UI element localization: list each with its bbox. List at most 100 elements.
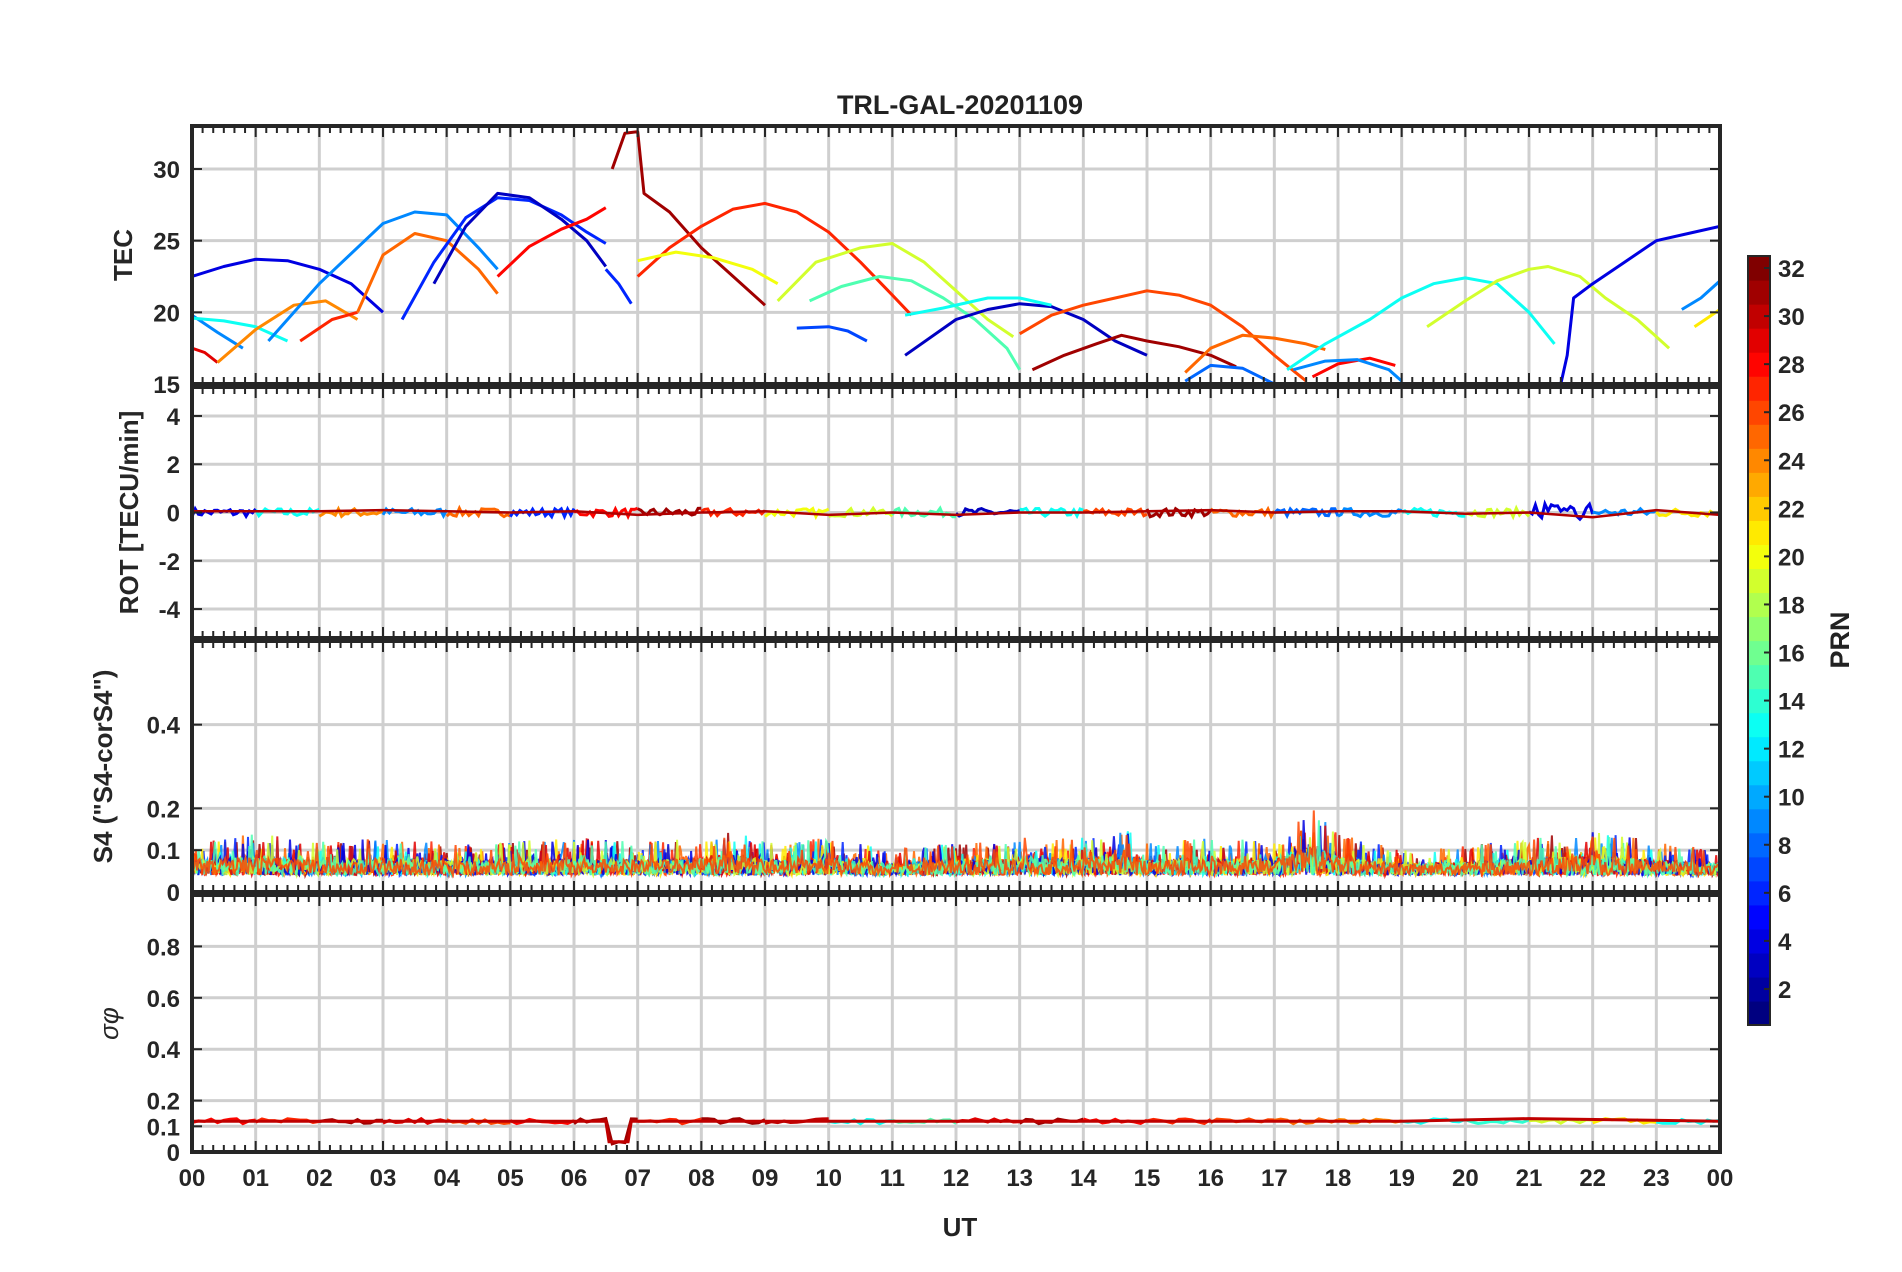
tec-series-prn15 — [808, 275, 1021, 371]
colorbar-swatch — [1748, 856, 1770, 882]
x-tick-label: 00 — [1707, 1165, 1734, 1192]
rot-trace — [1337, 506, 1403, 519]
colorbar-tick-label: 20 — [1778, 544, 1805, 571]
colorbar-tick-label: 14 — [1778, 689, 1805, 716]
colorbar-swatch — [1748, 568, 1770, 594]
tec-series-prn29 — [192, 346, 219, 364]
tec-series-prn25 — [1184, 333, 1326, 374]
tec-series-prn19 — [1426, 265, 1671, 350]
rot-series — [192, 508, 1720, 519]
tec-series-prn9 — [1681, 279, 1720, 311]
colorbar-tick-label: 8 — [1778, 833, 1791, 860]
tec-series-prn9 — [267, 210, 499, 342]
colorbar-swatch — [1748, 904, 1770, 930]
x-tick-label: 11 — [880, 1165, 905, 1192]
tec-series-prn13 — [192, 316, 289, 343]
colorbar-swatch — [1748, 448, 1770, 473]
y-tick-label: 0.4 — [147, 1037, 181, 1064]
tec-series-prn13 — [904, 296, 1052, 317]
x-tick-label: 13 — [1006, 1165, 1033, 1192]
y-tick-label: -2 — [159, 549, 180, 576]
colorbar-swatch — [1748, 280, 1770, 305]
colorbar-swatch — [1748, 328, 1770, 353]
colorbar-tick-label: 16 — [1778, 641, 1805, 668]
sigma-trace — [1528, 1117, 1593, 1125]
tec-series-prn4 — [192, 257, 385, 314]
x-tick-label: 08 — [688, 1165, 715, 1192]
sigma-trace — [701, 1117, 766, 1125]
x-tick-label: 04 — [433, 1165, 460, 1192]
y-tick-label: 4 — [167, 404, 181, 431]
panel-s4: 0 0.1 0.2 0.4 S4 ("S4-corS4") — [88, 639, 1722, 907]
x-tick-label: 23 — [1643, 1165, 1670, 1192]
colorbar-tick-label: 12 — [1778, 737, 1805, 764]
y-tick-label: 0 — [167, 501, 180, 528]
colorbar-tick-label: 10 — [1778, 785, 1805, 812]
colorbar-swatch — [1748, 952, 1770, 978]
tec-series-prn3 — [904, 302, 1148, 357]
x-tick-label: 03 — [370, 1165, 397, 1192]
sigma-trace — [1464, 1118, 1530, 1126]
s4-trace-prn26 — [192, 810, 1720, 879]
x-tick-label: 02 — [306, 1165, 333, 1192]
colorbar-tick-label: 22 — [1778, 496, 1805, 523]
x-axis-label: UT — [943, 1212, 978, 1242]
colorbar-tick-label: 2 — [1778, 977, 1791, 1004]
colorbar-swatch — [1748, 832, 1770, 858]
colorbar-swatch — [1748, 640, 1770, 666]
tec-series-prn13 — [1286, 276, 1556, 371]
y-tick-label: 0.8 — [147, 934, 180, 961]
colorbar-swatch — [1748, 664, 1770, 690]
x-tick-label: 10 — [815, 1165, 842, 1192]
y-tick-label: -4 — [159, 597, 181, 624]
x-tick-label: 06 — [561, 1165, 588, 1192]
tec-series-prn7 — [796, 325, 868, 343]
colorbar-swatch — [1748, 616, 1770, 642]
colorbar-swatch — [1748, 688, 1770, 714]
y-axis-label: σφ — [94, 1007, 124, 1040]
x-tick-label: 22 — [1579, 1165, 1606, 1192]
colorbar-swatch — [1748, 712, 1770, 738]
y-axis-label: S4 ("S4-corS4") — [88, 670, 118, 864]
tec-series-prn6 — [604, 268, 633, 305]
x-tick-label: 12 — [943, 1165, 970, 1192]
x-tick-label: 09 — [752, 1165, 779, 1192]
chart-title: TRL-GAL-20201109 — [837, 90, 1083, 120]
x-tick-label: 16 — [1197, 1165, 1224, 1192]
x-tick-label: 15 — [1134, 1165, 1161, 1192]
colorbar-swatch — [1748, 1000, 1770, 1026]
s4-trace-prn31 — [192, 830, 1720, 880]
y-tick-label: 25 — [153, 229, 180, 256]
y-tick-label: 0.6 — [147, 986, 180, 1013]
y-tick-label: 0.1 — [147, 1114, 180, 1141]
x-tick-label: 01 — [242, 1165, 269, 1192]
y-tick-label: 0.4 — [147, 713, 181, 740]
colorbar-frame — [1747, 255, 1771, 1026]
rot-trace — [1592, 506, 1657, 517]
tec-series-prn25 — [356, 232, 499, 313]
colorbar-swatch — [1748, 472, 1770, 497]
tec-series-prn9 — [1293, 358, 1403, 383]
panel-tec: 15 20 25 30 TEC — [108, 124, 1722, 399]
x-tick-label: 07 — [624, 1165, 651, 1192]
x-tick-label: 14 — [1070, 1165, 1097, 1192]
colorbar-swatch — [1748, 256, 1770, 281]
colorbar-tick-label: 30 — [1778, 304, 1805, 331]
colorbar-tick-label: 28 — [1778, 352, 1805, 379]
y-tick-label: 0 — [167, 880, 180, 907]
colorbar-tick-label: 6 — [1778, 881, 1791, 908]
colorbar-tick-label: 32 — [1778, 256, 1805, 283]
colorbar-tick-label: 24 — [1778, 448, 1805, 475]
colorbar-swatch — [1748, 424, 1770, 449]
tec-series-prn8 — [1184, 363, 1275, 384]
tec-series-prn6 — [400, 196, 607, 321]
colorbar-swatch — [1748, 352, 1770, 377]
y-tick-label: 0 — [167, 1140, 180, 1167]
colorbar-swatch — [1748, 784, 1770, 810]
data-layer — [192, 810, 1720, 880]
colorbar-tick-label: 4 — [1778, 929, 1792, 956]
colorbar-swatch — [1748, 808, 1770, 834]
y-tick-label: 30 — [153, 157, 180, 184]
